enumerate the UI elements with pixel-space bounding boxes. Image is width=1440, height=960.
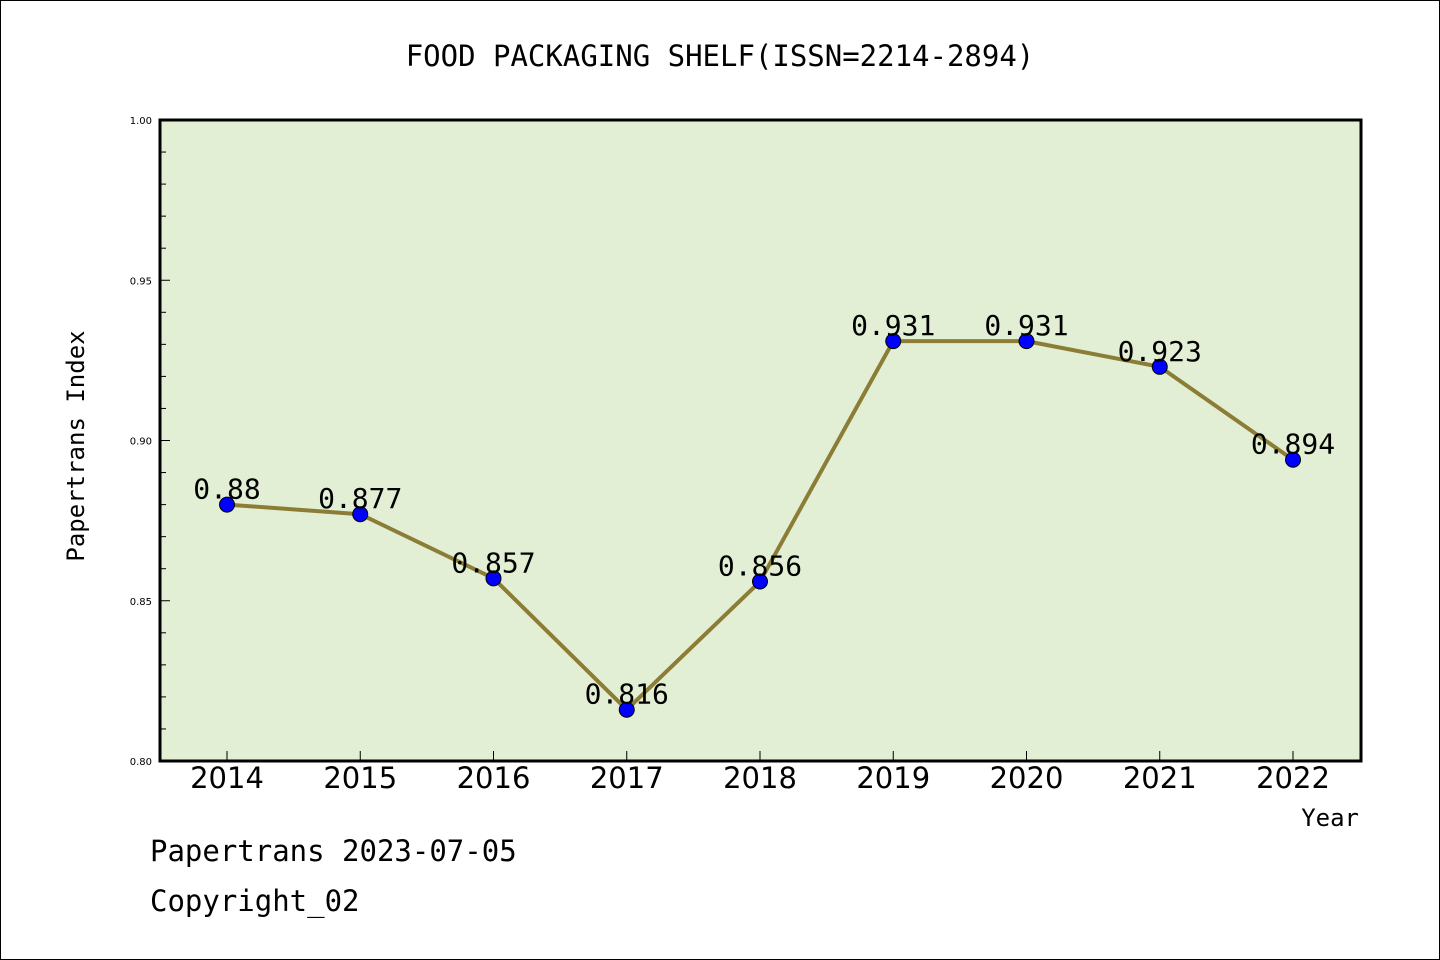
data-label: 0.931 [984, 309, 1068, 342]
x-tick-label: 2021 [1123, 761, 1197, 795]
data-point [1151, 358, 1168, 375]
data-point [752, 573, 768, 590]
data-labels: 0.88 0.877 0.857 0.816 0.856 0.931 0.931 0.923 0… [193, 309, 1335, 711]
data-point [618, 701, 635, 718]
y-tick-label: 0.85 [130, 597, 152, 608]
plot-border [158, 118, 1363, 763]
data-point [219, 496, 235, 513]
axis-ticks: 0.80 0.85 0.90 0.95 1.00 2014 2015 2016 2017 2018… [130, 116, 1330, 795]
plot-area [160, 120, 1361, 761]
x-tick-label: 2019 [856, 761, 930, 795]
x-tick-label: 2016 [457, 761, 531, 795]
chart-title: FOOD PACKAGING SHELF(ISSN=2214-2894) [406, 39, 1035, 73]
data-label: 0.894 [1251, 428, 1335, 461]
data-point [1018, 333, 1035, 350]
x-axis-label: Year [1301, 804, 1359, 832]
y-axis-label: Papertrans Index [62, 330, 90, 561]
data-point [485, 570, 502, 587]
y-tick-label: 0.95 [130, 276, 152, 287]
footer-credit: Papertrans 2023-07-05 [150, 834, 517, 868]
x-tick-label: 2015 [323, 761, 397, 795]
x-tick-label: 2017 [590, 761, 664, 795]
data-label: 0.856 [718, 550, 802, 583]
y-tick-label: 1.00 [130, 116, 152, 127]
y-tick-label: 0.90 [130, 437, 152, 448]
x-tick-label: 2018 [723, 761, 797, 795]
data-label: 0.857 [451, 546, 535, 579]
data-label: 0.923 [1118, 335, 1202, 368]
data-label: 0.816 [585, 678, 669, 711]
x-tick-label: 2022 [1256, 761, 1330, 795]
data-label: 0.931 [851, 309, 935, 342]
data-label: 0.88 [193, 473, 260, 506]
footer-copyright: Copyright_02 [150, 884, 360, 918]
data-point [352, 506, 369, 523]
data-markers [219, 333, 1301, 718]
data-point [1285, 451, 1301, 468]
x-tick-label: 2020 [990, 761, 1064, 795]
data-point [885, 333, 902, 350]
x-tick-label: 2014 [190, 761, 264, 795]
y-tick-label: 0.80 [130, 757, 152, 768]
data-label: 0.877 [318, 482, 402, 515]
